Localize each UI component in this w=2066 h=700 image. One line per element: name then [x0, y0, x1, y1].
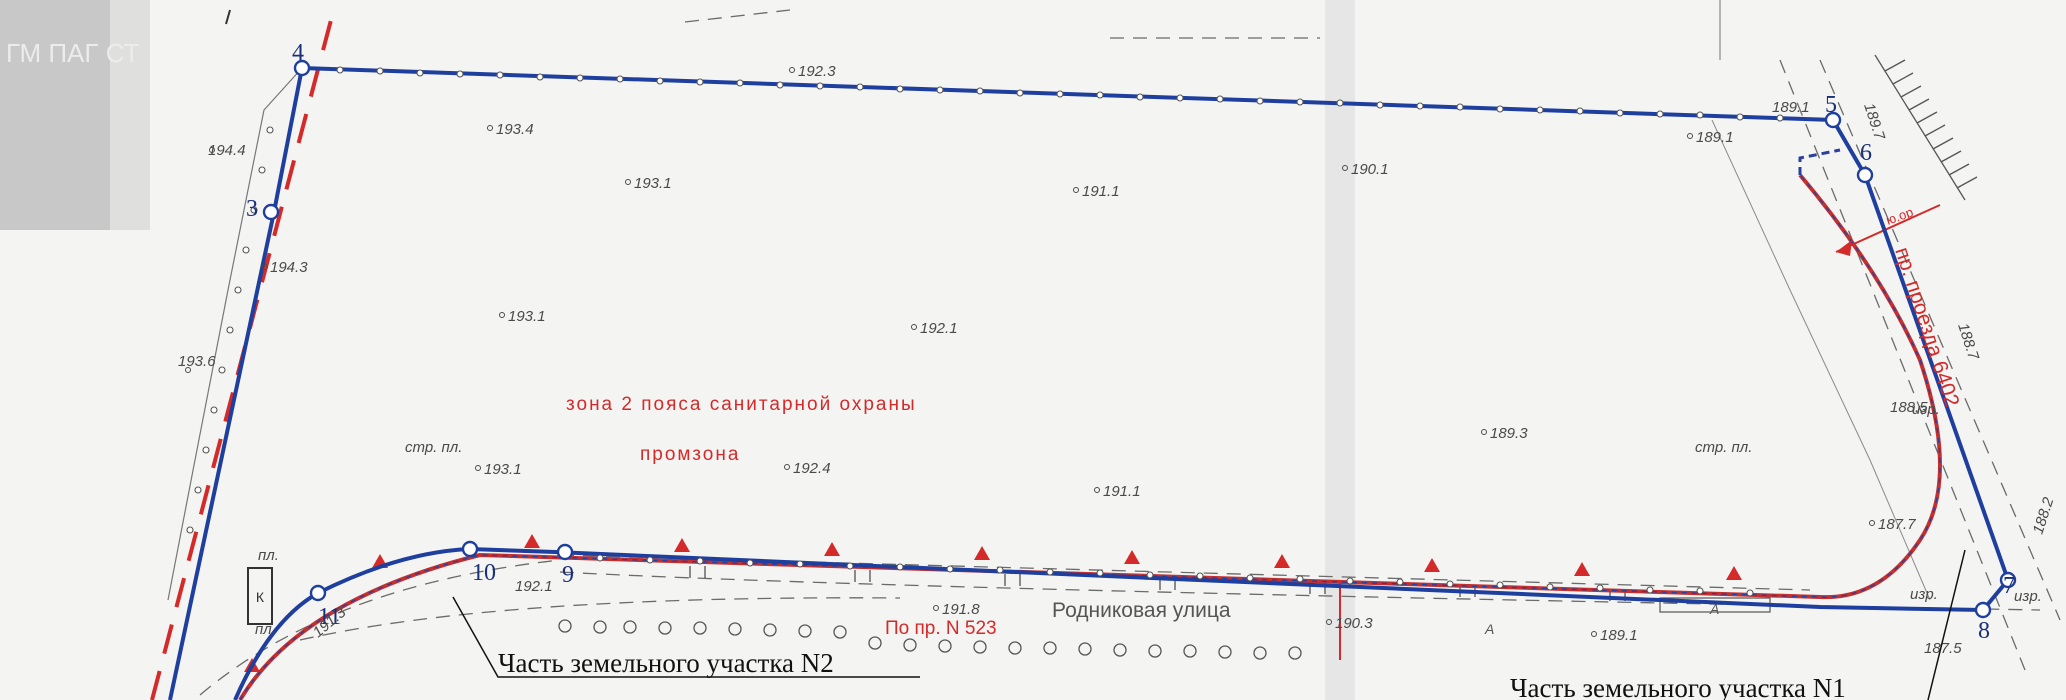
a-mark-street: А: [1484, 621, 1494, 637]
elevation-label: 190.1: [1351, 161, 1389, 178]
elevation-dots: [185, 67, 1875, 637]
vertex-number-6: 6: [1860, 140, 1872, 166]
elevation-label: 190.3: [1335, 615, 1373, 632]
elevation-label: 192.1: [515, 578, 553, 595]
street-code-label: По пр. N 523: [885, 618, 997, 639]
building-outline: [247, 567, 273, 625]
a-mark-structure: А: [1709, 601, 1719, 617]
elevation-label: 192.1: [920, 320, 958, 337]
elevation-label: 189.1: [1772, 99, 1810, 116]
plot-n2-leader: [452, 596, 920, 678]
izr-label-2: изр.: [2014, 588, 2042, 605]
elevation-label: 193.4: [496, 121, 534, 138]
elevation-label: 191.1: [1103, 483, 1141, 500]
dashed-line-top: [684, 9, 791, 23]
str-pl-label-left: стр. пл.: [405, 439, 462, 456]
vertex-marker-4: [293, 59, 311, 77]
boundary-survey-west: [167, 67, 303, 601]
str-pl-label-right: стр. пл.: [1695, 439, 1752, 456]
street-name-label: Родниковая улица: [1052, 599, 1231, 622]
plot-n2-label: Часть земельного участка N2: [498, 648, 834, 678]
fragment-left-text: ГМ ПАГ СТ: [6, 38, 140, 68]
vertex-number-5: 5: [1825, 92, 1837, 118]
elevation-label: 192.3: [798, 63, 836, 80]
vertex-number-10: 10: [472, 560, 496, 586]
plot-n1-label: Часть земельного участка N1: [1510, 673, 1846, 700]
elevation-label: 191.1: [1082, 183, 1120, 200]
elevation-label: 193.1: [508, 308, 546, 325]
vertex-marker-11: [309, 584, 327, 602]
red-arrow-head: [1836, 240, 1852, 256]
vertex-marker-10: [461, 540, 479, 558]
slope-hatching: [1874, 54, 1978, 201]
vertex-number-11: 11: [318, 604, 341, 630]
red-triangles: [244, 534, 1742, 672]
vertex-number-3: 3: [246, 196, 258, 222]
elevation-label: 191.8: [942, 601, 980, 618]
zone-label: зона 2 пояса санитарной охраны: [566, 394, 917, 415]
elevation-label: 189.1: [1600, 627, 1638, 644]
promzona-label: промзона: [640, 444, 740, 465]
elevation-label: 189.1: [1696, 129, 1734, 146]
elevation-label: 193.1: [484, 461, 522, 478]
izr-label-1: изр.: [1910, 586, 1938, 603]
pl-label-top: пл.: [258, 547, 279, 564]
vertex-number-9: 9: [562, 562, 574, 588]
blue-dashed-hook: [1798, 148, 1841, 175]
scan-dark-corner: [0, 0, 110, 230]
elevation-label: 187.5: [1924, 640, 1962, 657]
vertex-marker-6: [1856, 166, 1874, 184]
scan-dark-corner-fade: [110, 0, 150, 230]
vertex-number-4: 4: [292, 40, 304, 66]
vertex-marker-7: [1999, 571, 2017, 589]
building-letter: К: [256, 589, 265, 605]
izr-label-3: изр.: [1912, 401, 1940, 418]
red-arrow-line: [1835, 204, 1941, 253]
elevation-label: 192.4: [793, 460, 831, 477]
elevation-label: 193.1: [634, 175, 672, 192]
pl-label-bottom: пл.: [255, 621, 276, 638]
elevation-label: 188.5: [1890, 399, 1928, 416]
dashed-line-east-2: [1819, 59, 2061, 621]
vertex-markers: [262, 59, 2017, 619]
vertex-number-8: 8: [1978, 618, 1990, 644]
red-line-south-east: [238, 173, 1942, 700]
elevation-label: 189.3: [1490, 425, 1528, 442]
vertex-marker-3: [262, 203, 280, 221]
elevation-label: 194.4: [208, 142, 246, 159]
survey-thin-line-east: [1711, 119, 1931, 601]
dashed-line-east-1: [1779, 59, 2026, 671]
vertex-number-7: 7: [2003, 573, 2015, 599]
elevation-label: 193.6: [178, 353, 216, 370]
tick-mark-top: [225, 9, 231, 25]
boundary-survey-dots: [186, 66, 1784, 597]
vertex-marker-5: [1824, 111, 1842, 129]
elevation-label: 187.7: [1878, 516, 1916, 533]
vertex-marker-9: [556, 543, 574, 561]
plot-n1-leader: [1927, 549, 1966, 700]
elevation-label: 194.3: [270, 259, 308, 276]
boundary-line-main: [233, 66, 2011, 700]
vertex-marker-8: [1974, 601, 1992, 619]
dashed-line-street-3: [199, 559, 561, 696]
street-pole-symbols: [558, 619, 1302, 660]
dashed-line-street-2: [299, 597, 901, 641]
